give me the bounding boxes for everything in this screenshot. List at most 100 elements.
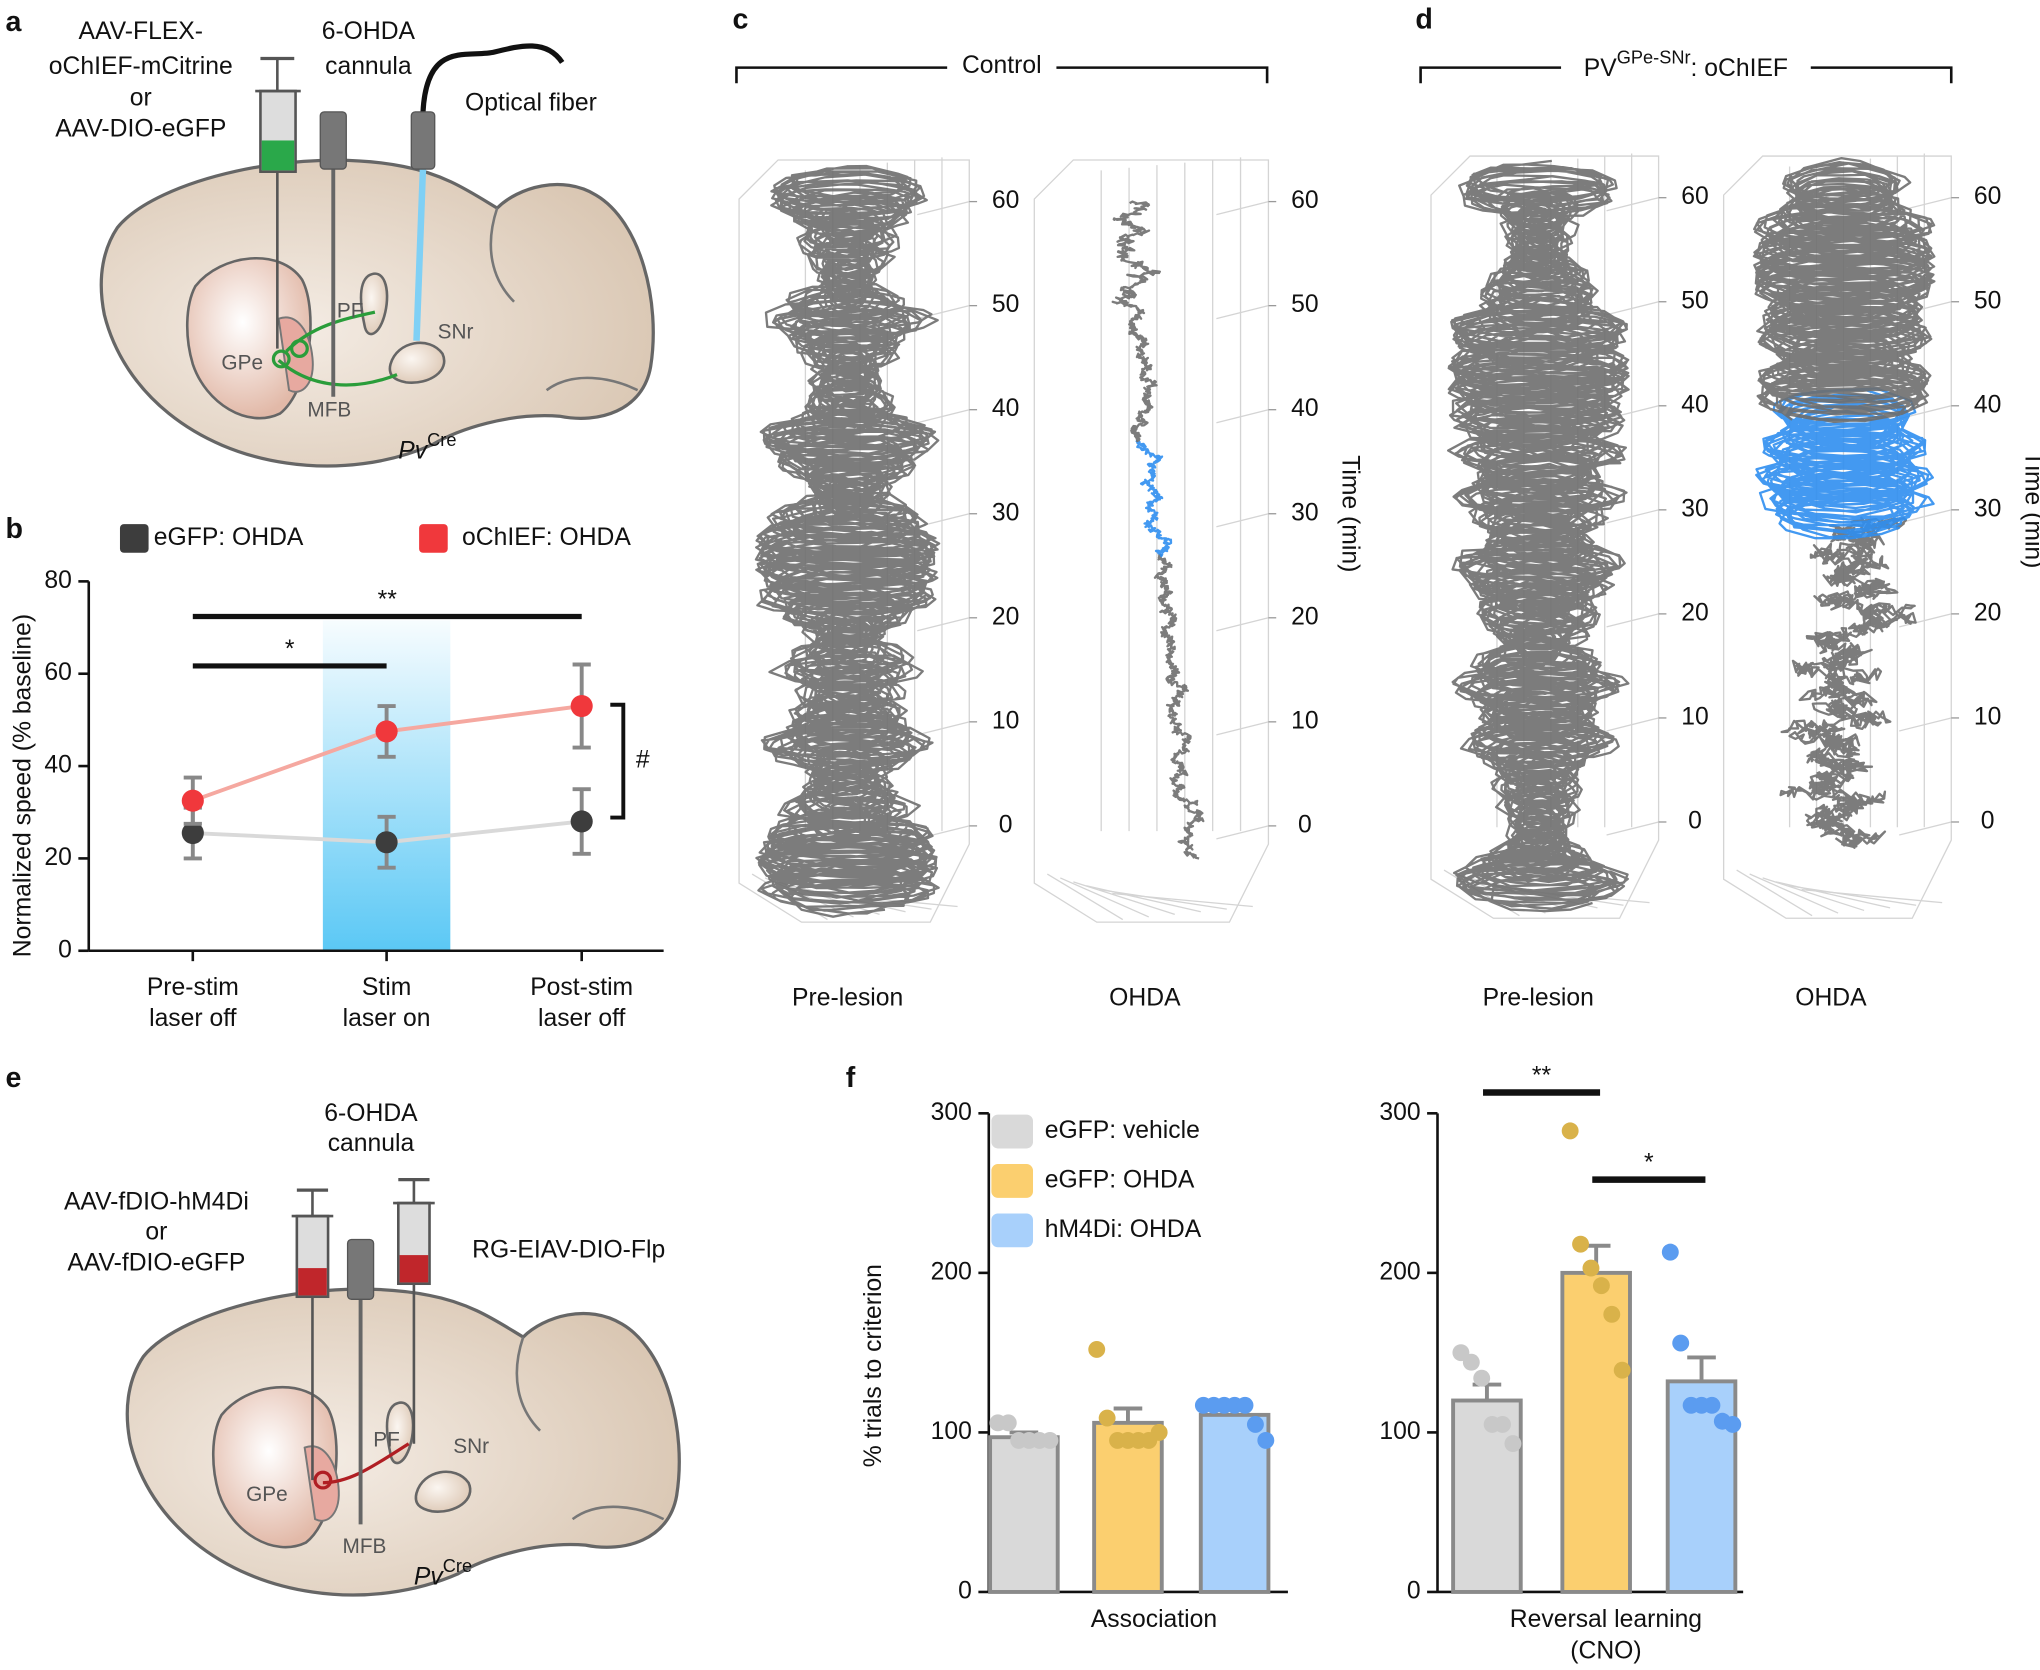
box-grid (1046, 873, 1124, 921)
significance-label: ** (378, 586, 398, 613)
z-tick-label: 10 (992, 707, 1019, 734)
z-grid-line (1606, 717, 1659, 732)
z-tick-label: 10 (1291, 707, 1318, 734)
data-point (1603, 1305, 1621, 1323)
z-tick-label: 40 (1974, 391, 2001, 418)
z-grid-line (1216, 825, 1269, 840)
box-grid (1801, 888, 1943, 904)
group-title-rest: : oChIEF (1691, 54, 1788, 81)
z-grid-line (1216, 200, 1269, 216)
x-axis-label: Association (1091, 1606, 1217, 1633)
box-frame (1033, 159, 1270, 923)
mouse-line-sup: Cre (427, 430, 456, 450)
mouse-line-name: Pv (398, 437, 428, 464)
cannula-label: cannula (328, 1130, 415, 1157)
cannula-label: 6-OHDA (324, 1100, 418, 1127)
x-tick-label: Stim (362, 974, 411, 1001)
legend-swatch (991, 1114, 1034, 1149)
panel-label: a (6, 6, 23, 38)
y-tick-label: 100 (931, 1418, 972, 1445)
box-frame (1430, 155, 1660, 919)
z-grid-line (1216, 409, 1269, 424)
z-tick-label: 10 (1681, 703, 1708, 730)
legend-swatch (991, 1164, 1034, 1198)
data-point (375, 831, 398, 854)
y-tick-label: 40 (44, 752, 71, 779)
trajectory (1446, 159, 1630, 913)
panel-label: d (1415, 3, 1432, 35)
z-grid-line (1899, 301, 1952, 316)
data-point (375, 720, 398, 743)
region-label: PF (373, 1429, 400, 1452)
z-grid-line (1899, 509, 1952, 524)
z-tick-label: 0 (1298, 811, 1312, 838)
x-tick-sublabel: laser on (343, 1005, 431, 1032)
significance-label: * (285, 636, 295, 663)
z-tick-label: 30 (1974, 495, 2001, 522)
z-tick-label: 20 (1974, 599, 2001, 626)
legend-swatch (419, 524, 448, 553)
x-axis-label: Pre-lesion (1483, 984, 1594, 1011)
trajectory (1111, 200, 1161, 443)
data-point (1724, 1415, 1742, 1433)
x-tick-label: Post-stim (530, 974, 633, 1001)
y-tick-label: 200 (931, 1258, 972, 1285)
data-point (1703, 1396, 1721, 1414)
z-tick-label: 0 (999, 811, 1013, 838)
y-tick-label: 0 (958, 1577, 972, 1604)
data-point (1246, 1415, 1264, 1433)
cannula-label: 6-OHDA (322, 18, 416, 45)
mouse-line: PvCre (414, 1556, 472, 1590)
z-tick-label: 0 (1981, 808, 1995, 835)
z-tick-label: 40 (1291, 395, 1318, 422)
region-label: GPe (246, 1483, 288, 1506)
x-axis-label: (CNO) (1570, 1637, 1641, 1664)
significance-bracket (610, 702, 626, 820)
fiber-label: Optical fiber (465, 90, 597, 117)
group-title-sup: GPe-SNr (1617, 47, 1691, 67)
panel-label: e (6, 1062, 22, 1094)
z-tick-label: 50 (1974, 287, 2001, 314)
trajectory (754, 164, 941, 918)
panel-label: b (6, 513, 23, 545)
trajectory (1135, 439, 1173, 558)
z-grid-line (1606, 197, 1659, 212)
data-point (570, 694, 593, 718)
z-tick-label: 30 (1681, 495, 1708, 522)
box-grid (1749, 873, 1839, 914)
data-point (1088, 1341, 1106, 1358)
z-tick-label: 60 (1681, 183, 1708, 210)
trajectory (1779, 516, 1917, 849)
z-grid-line (1606, 405, 1659, 420)
data-point (1561, 1122, 1579, 1140)
data-point (1672, 1334, 1690, 1352)
bar (1560, 1270, 1632, 1594)
x-axis-label: OHDA (1109, 984, 1181, 1011)
group-header-d: PVGPe-SNr: oChIEF (1419, 46, 1953, 86)
z-tick-label: 40 (1681, 391, 1708, 418)
z-tick-label: 50 (1291, 291, 1318, 318)
legend-label: eGFP: OHDA (154, 524, 304, 551)
z-grid-line (1216, 617, 1269, 632)
z-tick-label: 30 (992, 499, 1019, 526)
box-grid (1736, 869, 1813, 917)
data-point (1150, 1423, 1168, 1441)
region-label: MFB (343, 1535, 387, 1558)
trajectory (1153, 553, 1205, 860)
z-grid-line (1899, 821, 1952, 836)
region-label: GPe (221, 352, 263, 375)
data-point (1613, 1361, 1631, 1379)
region-label: MFB (307, 398, 351, 421)
x-tick-sublabel: laser off (149, 1005, 237, 1032)
x-axis-label: Pre-lesion (792, 984, 903, 1011)
data-point (1582, 1259, 1600, 1277)
significance-label: ** (1532, 1062, 1552, 1089)
x-axis-label: OHDA (1795, 984, 1867, 1011)
region-label: SNr (453, 1435, 489, 1458)
y-tick-label: 60 (44, 659, 71, 686)
virus-label: AAV-FLEX- (79, 18, 203, 45)
mouse-line-sup: Cre (443, 1556, 472, 1576)
y-tick-label: 300 (931, 1099, 972, 1126)
virus-label: or (145, 1219, 167, 1246)
